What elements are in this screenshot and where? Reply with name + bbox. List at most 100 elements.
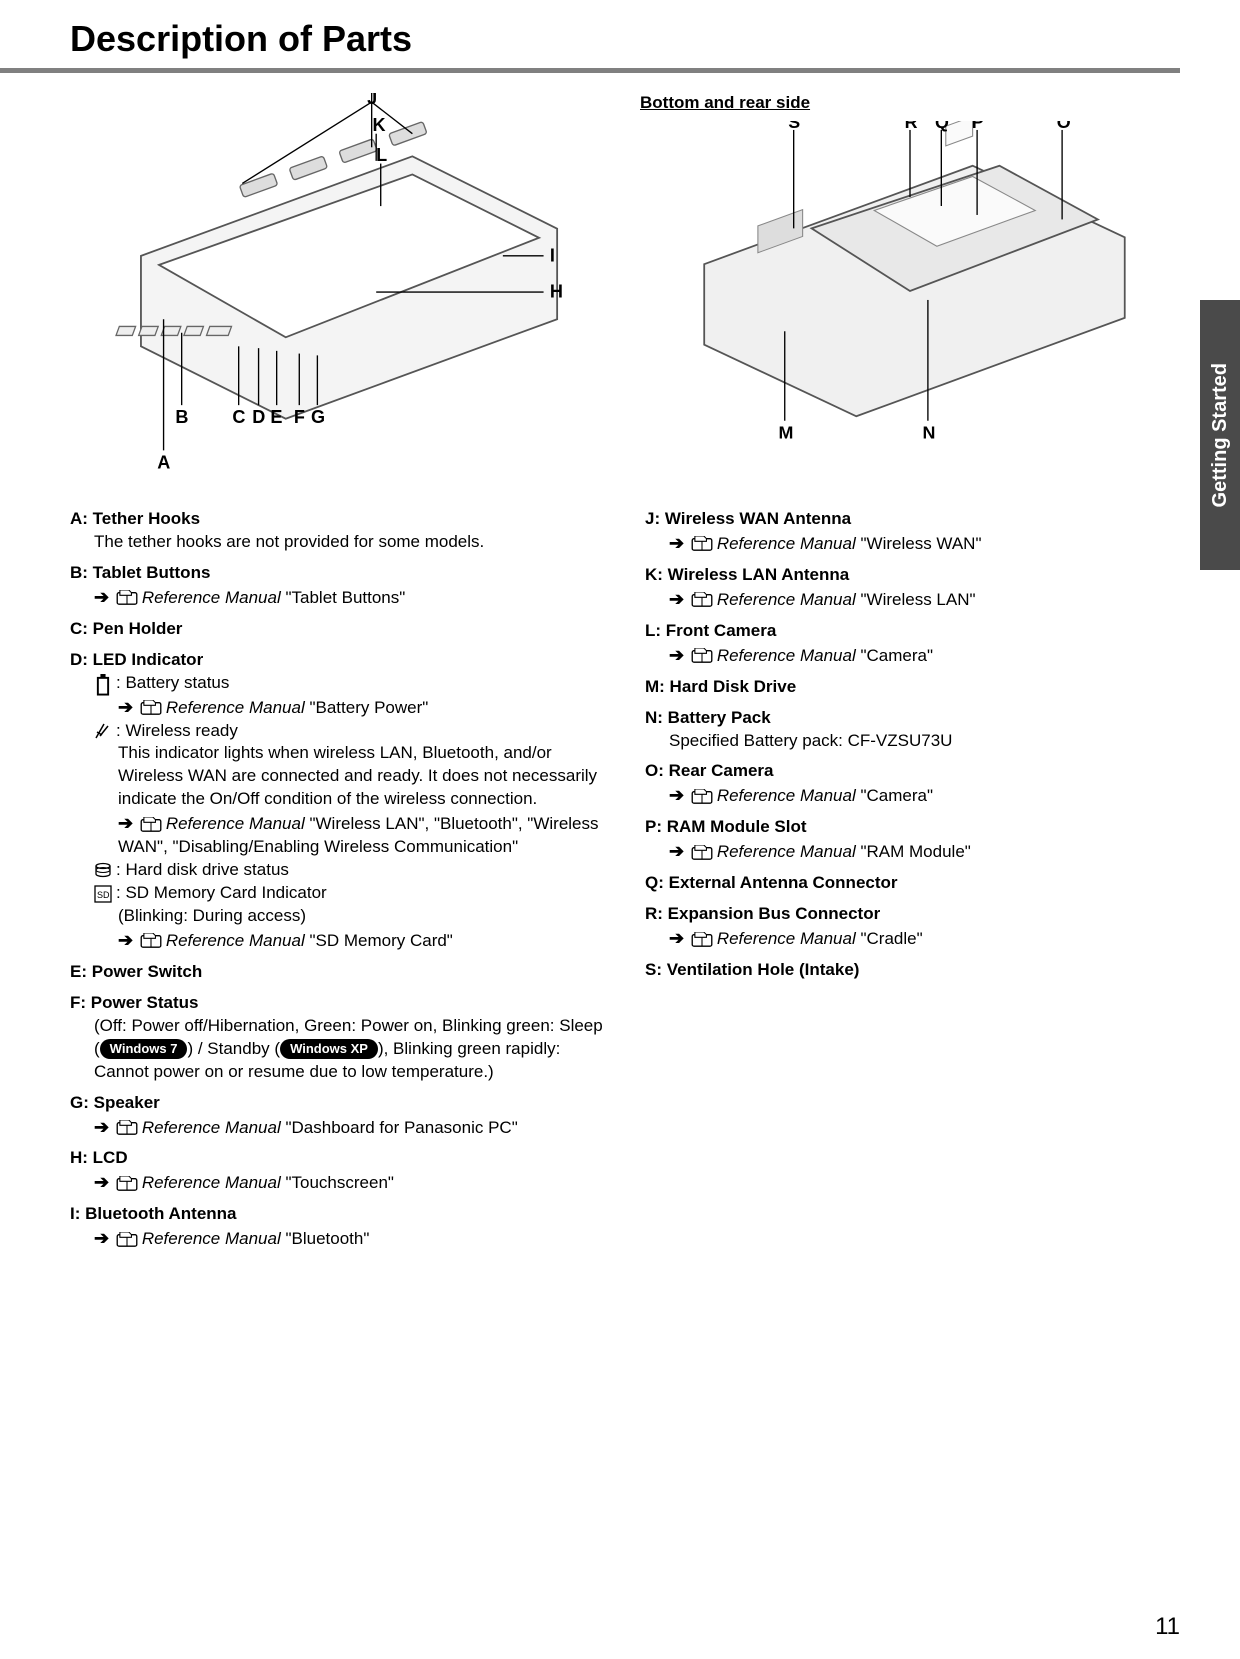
led-ref: ➔ Reference Manual "SD Memory Card": [118, 928, 605, 953]
arrow-icon: ➔: [669, 785, 684, 805]
diagram-rear: Bottom and rear side S: [640, 93, 1180, 478]
reference-line: ➔ Reference Manual "Tablet Buttons": [94, 585, 605, 610]
part-item: C: Pen Holder: [70, 618, 605, 641]
reference-line: ➔ Reference Manual "Camera": [669, 643, 1180, 668]
reference-icon: [140, 933, 162, 949]
parts-col-left: A: Tether HooksThe tether hooks are not …: [70, 508, 605, 1259]
part-tag: C:: [70, 619, 93, 638]
arrow-icon: ➔: [669, 645, 684, 665]
svg-text:D: D: [252, 407, 265, 427]
part-tag: H:: [70, 1148, 93, 1167]
part-tag: M:: [645, 677, 670, 696]
ref-manual-text: Reference Manual: [142, 1173, 281, 1192]
part-tag: B:: [70, 563, 93, 582]
part-tag: F:: [70, 993, 91, 1012]
ref-topic: "Bluetooth": [285, 1229, 369, 1248]
arrow-icon: ➔: [94, 1228, 109, 1248]
part-tag: N:: [645, 708, 668, 727]
ref-topic: "Cradle": [860, 929, 922, 948]
arrow-icon: ➔: [94, 1117, 109, 1137]
reference-icon: [140, 700, 162, 716]
page-title: Description of Parts: [0, 0, 1240, 68]
part-title: Wireless WAN Antenna: [665, 509, 851, 528]
part-item: H: LCD ➔ Reference Manual "Touchscreen": [70, 1147, 605, 1195]
os-pill-winxp: Windows XP: [280, 1039, 378, 1059]
part-title: Expansion Bus Connector: [668, 904, 881, 923]
reference-icon: [691, 648, 713, 664]
svg-text:J: J: [367, 93, 377, 108]
arrow-icon: ➔: [669, 928, 684, 948]
reference-icon: [116, 1176, 138, 1192]
part-title: Bluetooth Antenna: [85, 1204, 236, 1223]
svg-text:R: R: [905, 121, 918, 132]
side-tab-label: Getting Started: [1209, 363, 1232, 507]
ref-manual-text: Reference Manual: [717, 646, 856, 665]
ref-topic: "Dashboard for Panasonic PC": [285, 1118, 517, 1137]
part-title: Power Status: [91, 993, 199, 1012]
part-tag: A:: [70, 509, 93, 528]
led-desc2: (Blinking: During access): [118, 905, 605, 928]
battery-icon: [94, 674, 112, 692]
ref-manual-text: Reference Manual: [142, 1229, 281, 1248]
part-item: B: Tablet Buttons➔ Reference Manual "Tab…: [70, 562, 605, 610]
part-tag: R:: [645, 904, 668, 923]
ref-manual-text: Reference Manual: [717, 786, 856, 805]
part-item: P: RAM Module Slot ➔ Reference Manual "RA…: [645, 816, 1180, 864]
part-tag: P:: [645, 817, 667, 836]
led-label: Wireless ready: [125, 721, 237, 740]
part-tag: D:: [70, 650, 93, 669]
part-title: Pen Holder: [93, 619, 183, 638]
part-tag: E:: [70, 962, 92, 981]
led-row: SD: SD Memory Card Indicator: [70, 882, 605, 905]
led-label: Hard disk drive status: [125, 860, 288, 879]
part-item: N: Battery PackSpecified Battery pack: C…: [645, 707, 1180, 753]
part-title: Rear Camera: [669, 761, 774, 780]
ref-topic: "Wireless WAN": [860, 534, 981, 553]
part-title: Ventilation Hole (Intake): [667, 960, 860, 979]
part-title: LED Indicator: [93, 650, 204, 669]
reference-icon: [691, 789, 713, 805]
reference-icon: [691, 536, 713, 552]
part-title: Wireless LAN Antenna: [668, 565, 850, 584]
part-item: M: Hard Disk Drive: [645, 676, 1180, 699]
reference-line: ➔ Reference Manual "Bluetooth": [94, 1226, 605, 1251]
reference-line: ➔ Reference Manual "RAM Module": [669, 839, 1180, 864]
svg-text:F: F: [294, 407, 305, 427]
part-title: Front Camera: [666, 621, 777, 640]
reference-icon: [691, 592, 713, 608]
svg-text:A: A: [157, 452, 170, 472]
ref-topic: "Camera": [860, 646, 933, 665]
reference-icon: [116, 1120, 138, 1136]
reference-line: ➔ Reference Manual "Touchscreen": [94, 1170, 605, 1195]
svg-text:SD: SD: [97, 890, 110, 900]
part-title: Battery Pack: [668, 708, 771, 727]
ref-manual-text: Reference Manual: [142, 588, 281, 607]
arrow-icon: ➔: [669, 589, 684, 609]
arrow-icon: ➔: [669, 533, 684, 553]
part-item: S: Ventilation Hole (Intake): [645, 959, 1180, 982]
reference-icon: [116, 590, 138, 606]
arrow-icon: ➔: [94, 587, 109, 607]
reference-icon: [691, 845, 713, 861]
part-item: L: Front Camera➔ Reference Manual "Camer…: [645, 620, 1180, 668]
part-title: Power Switch: [92, 962, 203, 981]
reference-line: ➔ Reference Manual "Dashboard for Panaso…: [94, 1115, 605, 1140]
part-title: External Antenna Connector: [669, 873, 898, 892]
side-tab-getting-started: Getting Started: [1200, 300, 1240, 570]
ref-topic: "Tablet Buttons": [285, 588, 405, 607]
led-desc: This indicator lights when wireless LAN,…: [118, 742, 605, 811]
led-row: : Battery status: [70, 672, 605, 695]
svg-text:G: G: [311, 407, 325, 427]
led-row: : Hard disk drive status: [70, 859, 605, 882]
part-tag: I:: [70, 1204, 85, 1223]
arrow-icon: ➔: [669, 841, 684, 861]
ref-topic: "RAM Module": [860, 842, 970, 861]
svg-text:E: E: [270, 407, 282, 427]
diagrams-row: J K L I H B C D E F G A Bottom and rear …: [0, 73, 1240, 488]
part-tag: S:: [645, 960, 667, 979]
part-title: LCD: [93, 1148, 128, 1167]
ref-manual-text: Reference Manual: [717, 842, 856, 861]
ref-topic: "Touchscreen": [285, 1173, 393, 1192]
part-title: RAM Module Slot: [667, 817, 807, 836]
ref-manual-text: Reference Manual: [717, 534, 856, 553]
